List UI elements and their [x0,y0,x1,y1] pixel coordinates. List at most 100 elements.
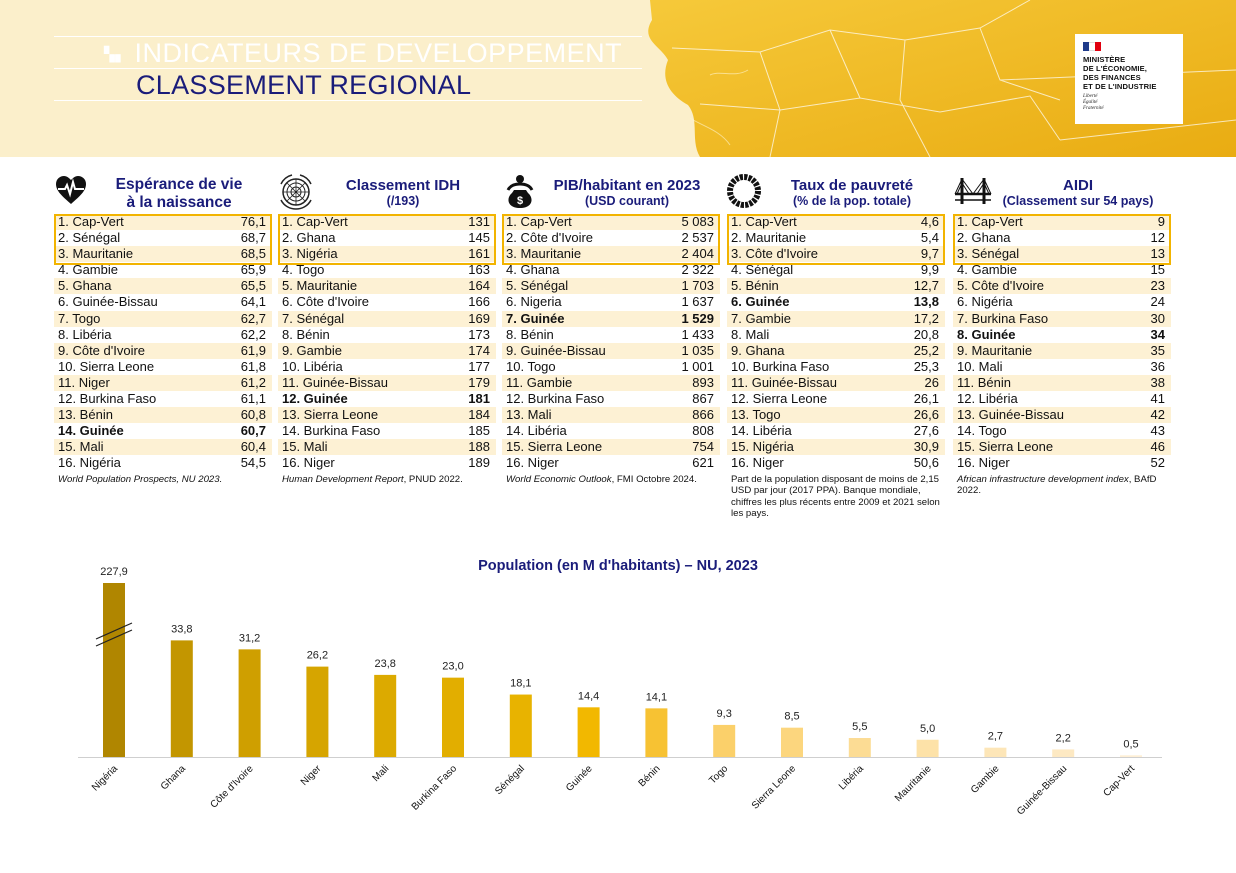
row-country: 13. Togo [731,407,781,423]
row-country: 13. Sierra Leone [282,407,379,423]
source-title: World Population Prospects, NU 2023. [58,473,223,485]
row-value: 41 [1150,391,1165,407]
title-line1-text: INDICATEURS DE DEVELOPPEMENT [134,38,623,68]
category-label: Gambie [969,763,1002,796]
table-title-text: Classement IDH [345,177,461,194]
table-rows: 1. Cap-Vert 5 083 2. Côte d'Ivoire 2 537 3. … [502,214,720,472]
row-country: 16. Niger [731,455,784,471]
row-value: 1 703 [681,278,714,294]
table-row: 5. Bénin 12,7 [727,278,945,295]
row-country: 4. Sénégal [731,262,794,278]
data-label: 26,2 [307,650,328,662]
row-value: 26,1 [913,391,939,407]
row-value: 867 [692,391,714,407]
table-row: 8. Bénin 173 [278,327,496,343]
table-title-text: PIB/habitant en 2023 [553,177,701,194]
row-country: 14. Burkina Faso [282,423,381,439]
heart-pulse-icon [54,174,94,210]
ministry-line: DES FINANCES [1083,73,1141,82]
table-row: 11. Niger 61,2 [54,374,272,392]
category-label: Burkina Faso [410,763,460,813]
row-country: 14. Togo [957,423,1007,439]
row-value: 42 [1150,407,1165,423]
row-country: 8. Bénin [506,326,554,342]
data-label: 18,1 [510,678,531,690]
data-label: 14,1 [646,691,667,703]
table-row: 12. Burkina Faso 867 [502,391,720,407]
category-label: Nigéria [90,763,120,793]
table-row: 6. Côte d'Ivoire 166 [278,294,496,310]
row-country: 12. Guinée [282,391,348,407]
row-country: 4. Togo [282,262,325,278]
bar [509,694,532,757]
row-country: 1. Cap-Vert [58,214,124,229]
table-row: 2. Côte d'Ivoire 2 537 [502,230,720,246]
table-row: 2. Sénégal 68,7 [54,230,272,246]
table-row: 5. Ghana 65,5 [54,278,272,295]
table-row: 13. Mali 866 [502,407,720,424]
table-row: 7. Sénégal 169 [278,310,496,327]
category-label: Mauritanie [893,763,934,804]
row-value: 23 [1150,278,1165,294]
table-row: 4. Ghana 2 322 [502,262,720,278]
row-country: 7. Burkina Faso [957,310,1049,326]
row-country: 4. Gambie [957,262,1017,278]
bar [238,649,261,757]
row-value: 1 433 [681,326,714,342]
table-source: African infrastructure development index… [953,474,1171,497]
bar [916,739,939,757]
row-value: 34 [1150,326,1165,342]
category-label: Cap-Vert [1101,763,1137,799]
table-title: PIB/habitant en 2023 (USD courant) [534,177,720,209]
table-header: Taux de pauvreté (% de la pop. totale) [727,172,945,214]
row-value: 621 [692,455,714,471]
row-country: 15. Nigéria [731,439,794,455]
source-text: Part de la population disposant de moins… [731,473,940,520]
table-row: 7. Togo 62,7 [54,310,272,327]
ministry-motto: Liberté Égalité Fraternité [1083,94,1175,112]
table-row: 1. Cap-Vert 76,1 [54,214,272,231]
title-rule-middle [54,68,642,69]
table-row: 14. Libéria 27,6 [727,423,945,439]
row-value: 61,1 [240,391,266,407]
table-title-text: Espérance de vie [115,176,243,193]
row-country: 9. Ghana [731,342,785,358]
table-source: Human Development Report, PNUD 2022. [278,474,496,486]
table-row: 3. Nigéria 161 [278,246,496,263]
bar [577,707,600,757]
row-value: 189 [468,455,490,471]
row-country: 14. Guinée [58,423,124,439]
bar [713,724,736,757]
row-value: 177 [468,358,490,374]
row-country: 11. Gambie [506,374,573,390]
category-label: Guinée [564,763,595,794]
row-country: 9. Côte d'Ivoire [58,342,146,358]
ranking-table: Taux de pauvreté (% de la pop. totale) 1. … [727,172,945,520]
row-value: 893 [692,374,714,390]
row-country: 12. Libéria [957,391,1018,407]
row-value: 25,3 [913,358,939,374]
table-row: 16. Niger 50,6 [727,455,945,471]
category-label: Côte d'Ivoire [208,763,256,811]
table-row: 12. Libéria 41 [953,391,1171,407]
row-value: 20,8 [913,326,939,342]
row-country: 1. Cap-Vert [957,214,1023,229]
table-row: 12. Guinée 181 [278,391,496,407]
table-rows: 1. Cap-Vert 9 2. Ghana 12 3. Sénégal 13 4. Gam… [953,214,1171,472]
row-value: 25,2 [913,342,939,358]
table-row: 13. Guinée-Bissau 42 [953,407,1171,424]
ranking-table: AIDI (Classement sur 54 pays) 1. Cap-Vert 9… [953,172,1171,497]
source-title: Human Development Report [282,473,404,485]
row-country: 1. Cap-Vert [282,214,348,229]
row-country: 9. Mauritanie [957,342,1033,358]
table-subtitle: (USD courant) [584,194,670,208]
bar [984,747,1007,757]
row-value: 1 001 [681,358,714,374]
row-value: 60,4 [240,439,266,455]
table-header: AIDI (Classement sur 54 pays) [953,172,1171,214]
category-label: Bénin [637,763,663,789]
row-value: 1 529 [681,310,714,326]
row-value: 27,6 [913,423,939,439]
table-row: 5. Côte d'Ivoire 23 [953,278,1171,295]
table-row: 8. Bénin 1 433 [502,327,720,343]
